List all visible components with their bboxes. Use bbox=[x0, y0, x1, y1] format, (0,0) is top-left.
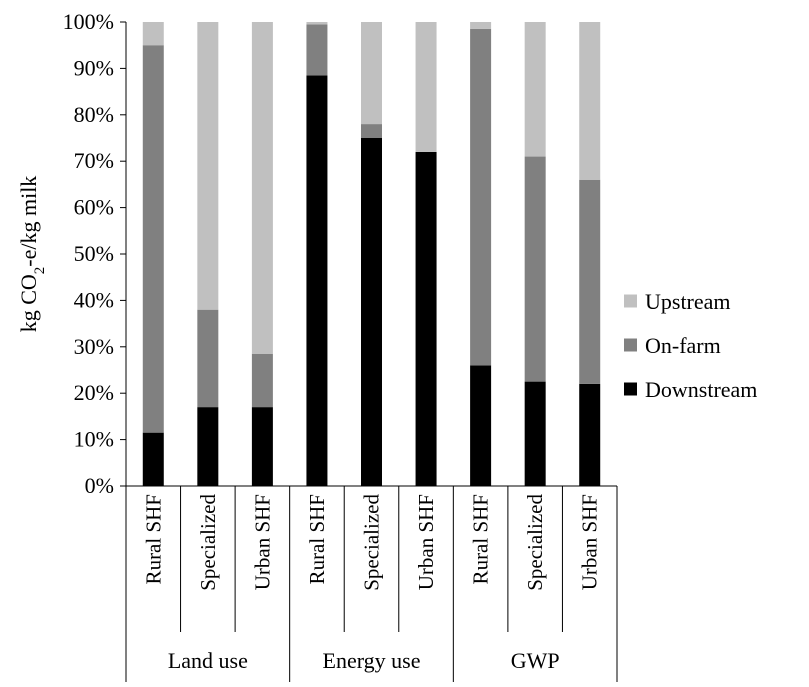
bar-segment-downstream-2 bbox=[197, 407, 219, 486]
x-tick-label: Rural SHF bbox=[469, 494, 493, 584]
bar-segment-on-farm-8 bbox=[524, 156, 546, 382]
bar-segment-upstream-5 bbox=[361, 22, 382, 125]
y-tick-label: 30% bbox=[74, 334, 114, 359]
y-axis-title-prefix: kg CO bbox=[16, 274, 41, 332]
y-tick-label: 60% bbox=[74, 195, 114, 220]
bar-segment-on-farm-5 bbox=[361, 124, 382, 138]
legend-label-on-farm: On-farm bbox=[645, 333, 721, 358]
bar-segment-upstream-6 bbox=[415, 22, 437, 152]
x-tick-label: Rural SHF bbox=[305, 494, 329, 584]
group-label: Energy use bbox=[323, 648, 421, 673]
bar-segment-upstream-3 bbox=[251, 22, 273, 354]
bar-segment-on-farm-2 bbox=[197, 309, 219, 408]
bar-segment-downstream-3 bbox=[251, 407, 273, 486]
y-tick-label: 10% bbox=[74, 427, 114, 452]
y-axis-title-suffix: -e/kg milk bbox=[16, 176, 41, 267]
y-tick-label: 70% bbox=[74, 148, 114, 173]
bar-segment-downstream-7 bbox=[470, 365, 492, 486]
bar-segment-upstream-1 bbox=[142, 22, 164, 46]
y-tick-label: 40% bbox=[74, 287, 114, 312]
bar-segment-upstream-7 bbox=[470, 22, 492, 29]
bar-segment-on-farm-1 bbox=[142, 45, 164, 433]
x-tick-label: Specialized bbox=[196, 494, 220, 591]
x-tick-label: Specialized bbox=[523, 494, 547, 591]
legend-label-downstream: Downstream bbox=[645, 377, 757, 402]
x-tick-label: Urban SHF bbox=[250, 494, 274, 590]
axes-layer bbox=[120, 21, 618, 682]
bar-segment-downstream-9 bbox=[579, 383, 601, 486]
bars-layer bbox=[142, 22, 601, 487]
x-tick-label: Urban SHF bbox=[414, 494, 438, 590]
bar-segment-on-farm-3 bbox=[251, 353, 273, 408]
y-tick-label: 80% bbox=[74, 102, 114, 127]
labels-layer: 0% 10% 20% 30% 40% 50% 60% 70% 80% 90% 100% Rural S… bbox=[63, 9, 602, 673]
legend-swatch-upstream bbox=[624, 294, 637, 308]
y-tick-label: 100% bbox=[63, 9, 114, 34]
y-tick-label: 50% bbox=[74, 241, 114, 266]
bar-segment-downstream-8 bbox=[524, 381, 546, 486]
x-tick-label: Urban SHF bbox=[578, 494, 602, 590]
y-axis-title: kg CO2-e/kg milk bbox=[16, 176, 48, 333]
bar-segment-upstream-9 bbox=[579, 22, 601, 180]
legend-label-upstream: Upstream bbox=[645, 289, 731, 314]
group-label: GWP bbox=[511, 648, 560, 673]
bar-segment-on-farm-7 bbox=[470, 28, 492, 366]
bar-segment-downstream-6 bbox=[415, 151, 437, 487]
legend-swatch-on-farm bbox=[624, 338, 637, 352]
bar-segment-upstream-2 bbox=[197, 22, 219, 310]
y-axis-title-subscript: 2 bbox=[32, 267, 48, 275]
bar-segment-on-farm-9 bbox=[579, 179, 601, 384]
bar-segment-downstream-5 bbox=[361, 138, 382, 486]
group-label: Land use bbox=[168, 648, 248, 673]
bar-segment-downstream-4 bbox=[306, 75, 328, 487]
bar-segment-on-farm-4 bbox=[306, 24, 328, 76]
legend: Upstream On-farm Downstream bbox=[624, 289, 757, 402]
x-tick-label: Specialized bbox=[360, 494, 384, 591]
y-tick-label: 90% bbox=[74, 55, 114, 80]
legend-swatch-downstream bbox=[624, 382, 637, 396]
y-tick-label: 20% bbox=[74, 380, 114, 405]
y-tick-label: 0% bbox=[85, 473, 114, 498]
bar-segment-upstream-8 bbox=[524, 22, 546, 157]
x-tick-label: Rural SHF bbox=[141, 494, 165, 584]
bar-segment-downstream-1 bbox=[142, 432, 164, 486]
bar-segment-upstream-4 bbox=[306, 22, 328, 25]
